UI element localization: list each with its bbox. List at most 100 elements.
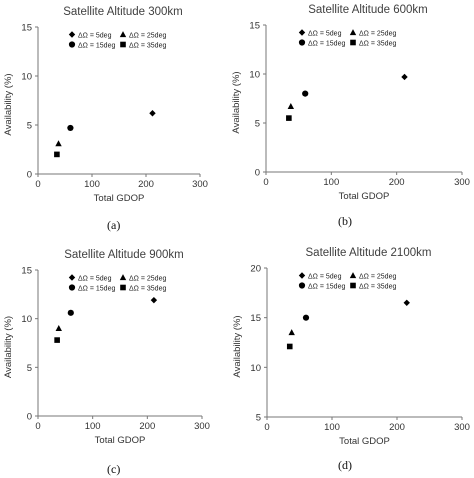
legend-label: ΔΩ = 5deg — [78, 33, 112, 40]
legend: ΔΩ = 5deg ΔΩ = 25deg ΔΩ = 15deg ΔΩ = 35deg — [68, 274, 166, 293]
chart-title: Satellite Altitude 600km — [308, 4, 428, 16]
y-tick-label: 5 — [27, 363, 32, 374]
legend-label: ΔΩ = 35deg — [359, 284, 396, 291]
y-tick-label: 5 — [27, 121, 32, 132]
x-tick-label: 100 — [323, 177, 339, 188]
legend-marker — [298, 282, 306, 289]
x-axis-label: Total GDOP — [95, 435, 146, 446]
legend-label: ΔΩ = 5deg — [308, 274, 342, 281]
caption-d: (d) — [338, 458, 352, 472]
legend-label: ΔΩ = 5deg — [78, 276, 112, 283]
x-tick-label: 200 — [139, 421, 155, 432]
data-point — [287, 102, 295, 109]
legend-label: ΔΩ = 35deg — [359, 41, 396, 48]
legend-marker — [349, 29, 357, 36]
y-axis-label: Availability (%) — [3, 316, 14, 378]
x-tick-label: 300 — [194, 421, 210, 432]
legend-label: ΔΩ = 25deg — [129, 276, 166, 283]
y-tick-label: 15 — [21, 23, 32, 34]
x-tick-label: 300 — [454, 177, 470, 188]
legend-marker — [119, 31, 127, 38]
x-tick-label: 300 — [454, 422, 470, 433]
data-point — [286, 343, 293, 350]
x-tick-label: 200 — [389, 422, 405, 433]
x-tick-label: 200 — [389, 177, 405, 188]
legend: ΔΩ = 5deg ΔΩ = 25deg ΔΩ = 15deg ΔΩ = 35deg — [68, 31, 166, 50]
y-tick-label: 0 — [27, 412, 32, 423]
legend-marker — [120, 284, 126, 291]
legend-marker — [298, 29, 306, 36]
legend-marker — [350, 39, 356, 46]
legend-label: ΔΩ = 15deg — [308, 284, 345, 291]
caption-b: (b) — [338, 214, 352, 228]
y-tick-label: 5 — [256, 413, 261, 424]
data-point — [67, 309, 74, 316]
legend-marker — [120, 41, 126, 48]
y-tick-label: 10 — [21, 314, 32, 325]
chart-panel-c: Satellite Altitude 900km 0 5 10 15 0 100 200 300… — [3, 249, 210, 446]
legend-marker — [298, 39, 306, 46]
chart-panel-b: Satellite Altitude 600km 0 5 10 15 0 100 200 300… — [231, 4, 470, 202]
data-point — [302, 90, 309, 97]
data-point — [55, 140, 62, 147]
data-point — [149, 110, 156, 117]
chart-title: Satellite Altitude 300km — [63, 6, 183, 18]
data-point — [401, 73, 408, 81]
legend-label: ΔΩ = 25deg — [359, 31, 396, 38]
x-tick-label: 200 — [138, 179, 154, 190]
data-point — [67, 124, 74, 132]
chart-title: Satellite Altitude 900km — [64, 249, 184, 261]
y-tick-label: 10 — [250, 363, 261, 374]
legend-marker — [68, 284, 76, 291]
data-point — [150, 296, 158, 304]
legend-label: ΔΩ = 25deg — [129, 33, 166, 40]
y-axis-label: Availability (%) — [3, 73, 14, 135]
legend-marker — [349, 272, 357, 279]
legend-label: ΔΩ = 5deg — [308, 31, 342, 38]
legend-marker — [68, 41, 76, 48]
x-tick-label: 100 — [84, 179, 100, 190]
y-axis-label: Availability (%) — [232, 315, 243, 377]
legend-label: ΔΩ = 15deg — [78, 43, 115, 50]
legend-label: ΔΩ = 35deg — [129, 43, 166, 50]
legend: ΔΩ = 5deg ΔΩ = 25deg ΔΩ = 15deg ΔΩ = 35deg — [298, 29, 396, 48]
caption-a: (a) — [107, 218, 121, 232]
chart-panel-a: Satellite Altitude 300km 0 5 10 15 0 100 200 300… — [3, 6, 208, 204]
legend-label: ΔΩ = 15deg — [308, 41, 345, 48]
y-tick-label: 10 — [249, 70, 260, 81]
x-axis-label: Total GDOP — [94, 193, 145, 204]
x-axis-label: Total GDOP — [339, 436, 390, 447]
data-point — [403, 299, 410, 306]
legend-marker — [68, 31, 76, 38]
x-tick-label: 100 — [324, 422, 340, 433]
x-tick-label: 0 — [35, 179, 40, 190]
legend-label: ΔΩ = 15deg — [78, 286, 115, 293]
x-tick-label: 300 — [192, 179, 208, 190]
y-tick-label: 15 — [250, 313, 261, 324]
x-tick-label: 0 — [35, 421, 40, 432]
y-tick-label: 10 — [21, 72, 32, 83]
legend-marker — [68, 274, 76, 281]
legend-marker — [298, 272, 306, 279]
y-tick-label: 5 — [255, 119, 260, 130]
data-point — [55, 325, 62, 331]
legend: ΔΩ = 5deg ΔΩ = 25deg ΔΩ = 15deg ΔΩ = 35deg — [298, 272, 396, 291]
data-point — [54, 151, 60, 158]
data-point — [286, 115, 292, 121]
y-tick-label: 0 — [255, 168, 260, 179]
data-point — [288, 329, 295, 336]
x-tick-label: 0 — [264, 422, 269, 433]
y-axis-label: Availability (%) — [231, 71, 242, 133]
data-point — [54, 337, 60, 343]
chart-title: Satellite Altitude 2100km — [306, 247, 432, 259]
legend-marker — [119, 274, 127, 281]
y-tick-label: 20 — [250, 264, 261, 275]
y-tick-label: 15 — [249, 21, 260, 32]
legend-label: ΔΩ = 25deg — [359, 274, 396, 281]
caption-c: (c) — [107, 462, 121, 476]
y-tick-label: 0 — [27, 170, 32, 181]
x-axis-label: Total GDOP — [339, 191, 390, 202]
data-point — [302, 314, 310, 321]
